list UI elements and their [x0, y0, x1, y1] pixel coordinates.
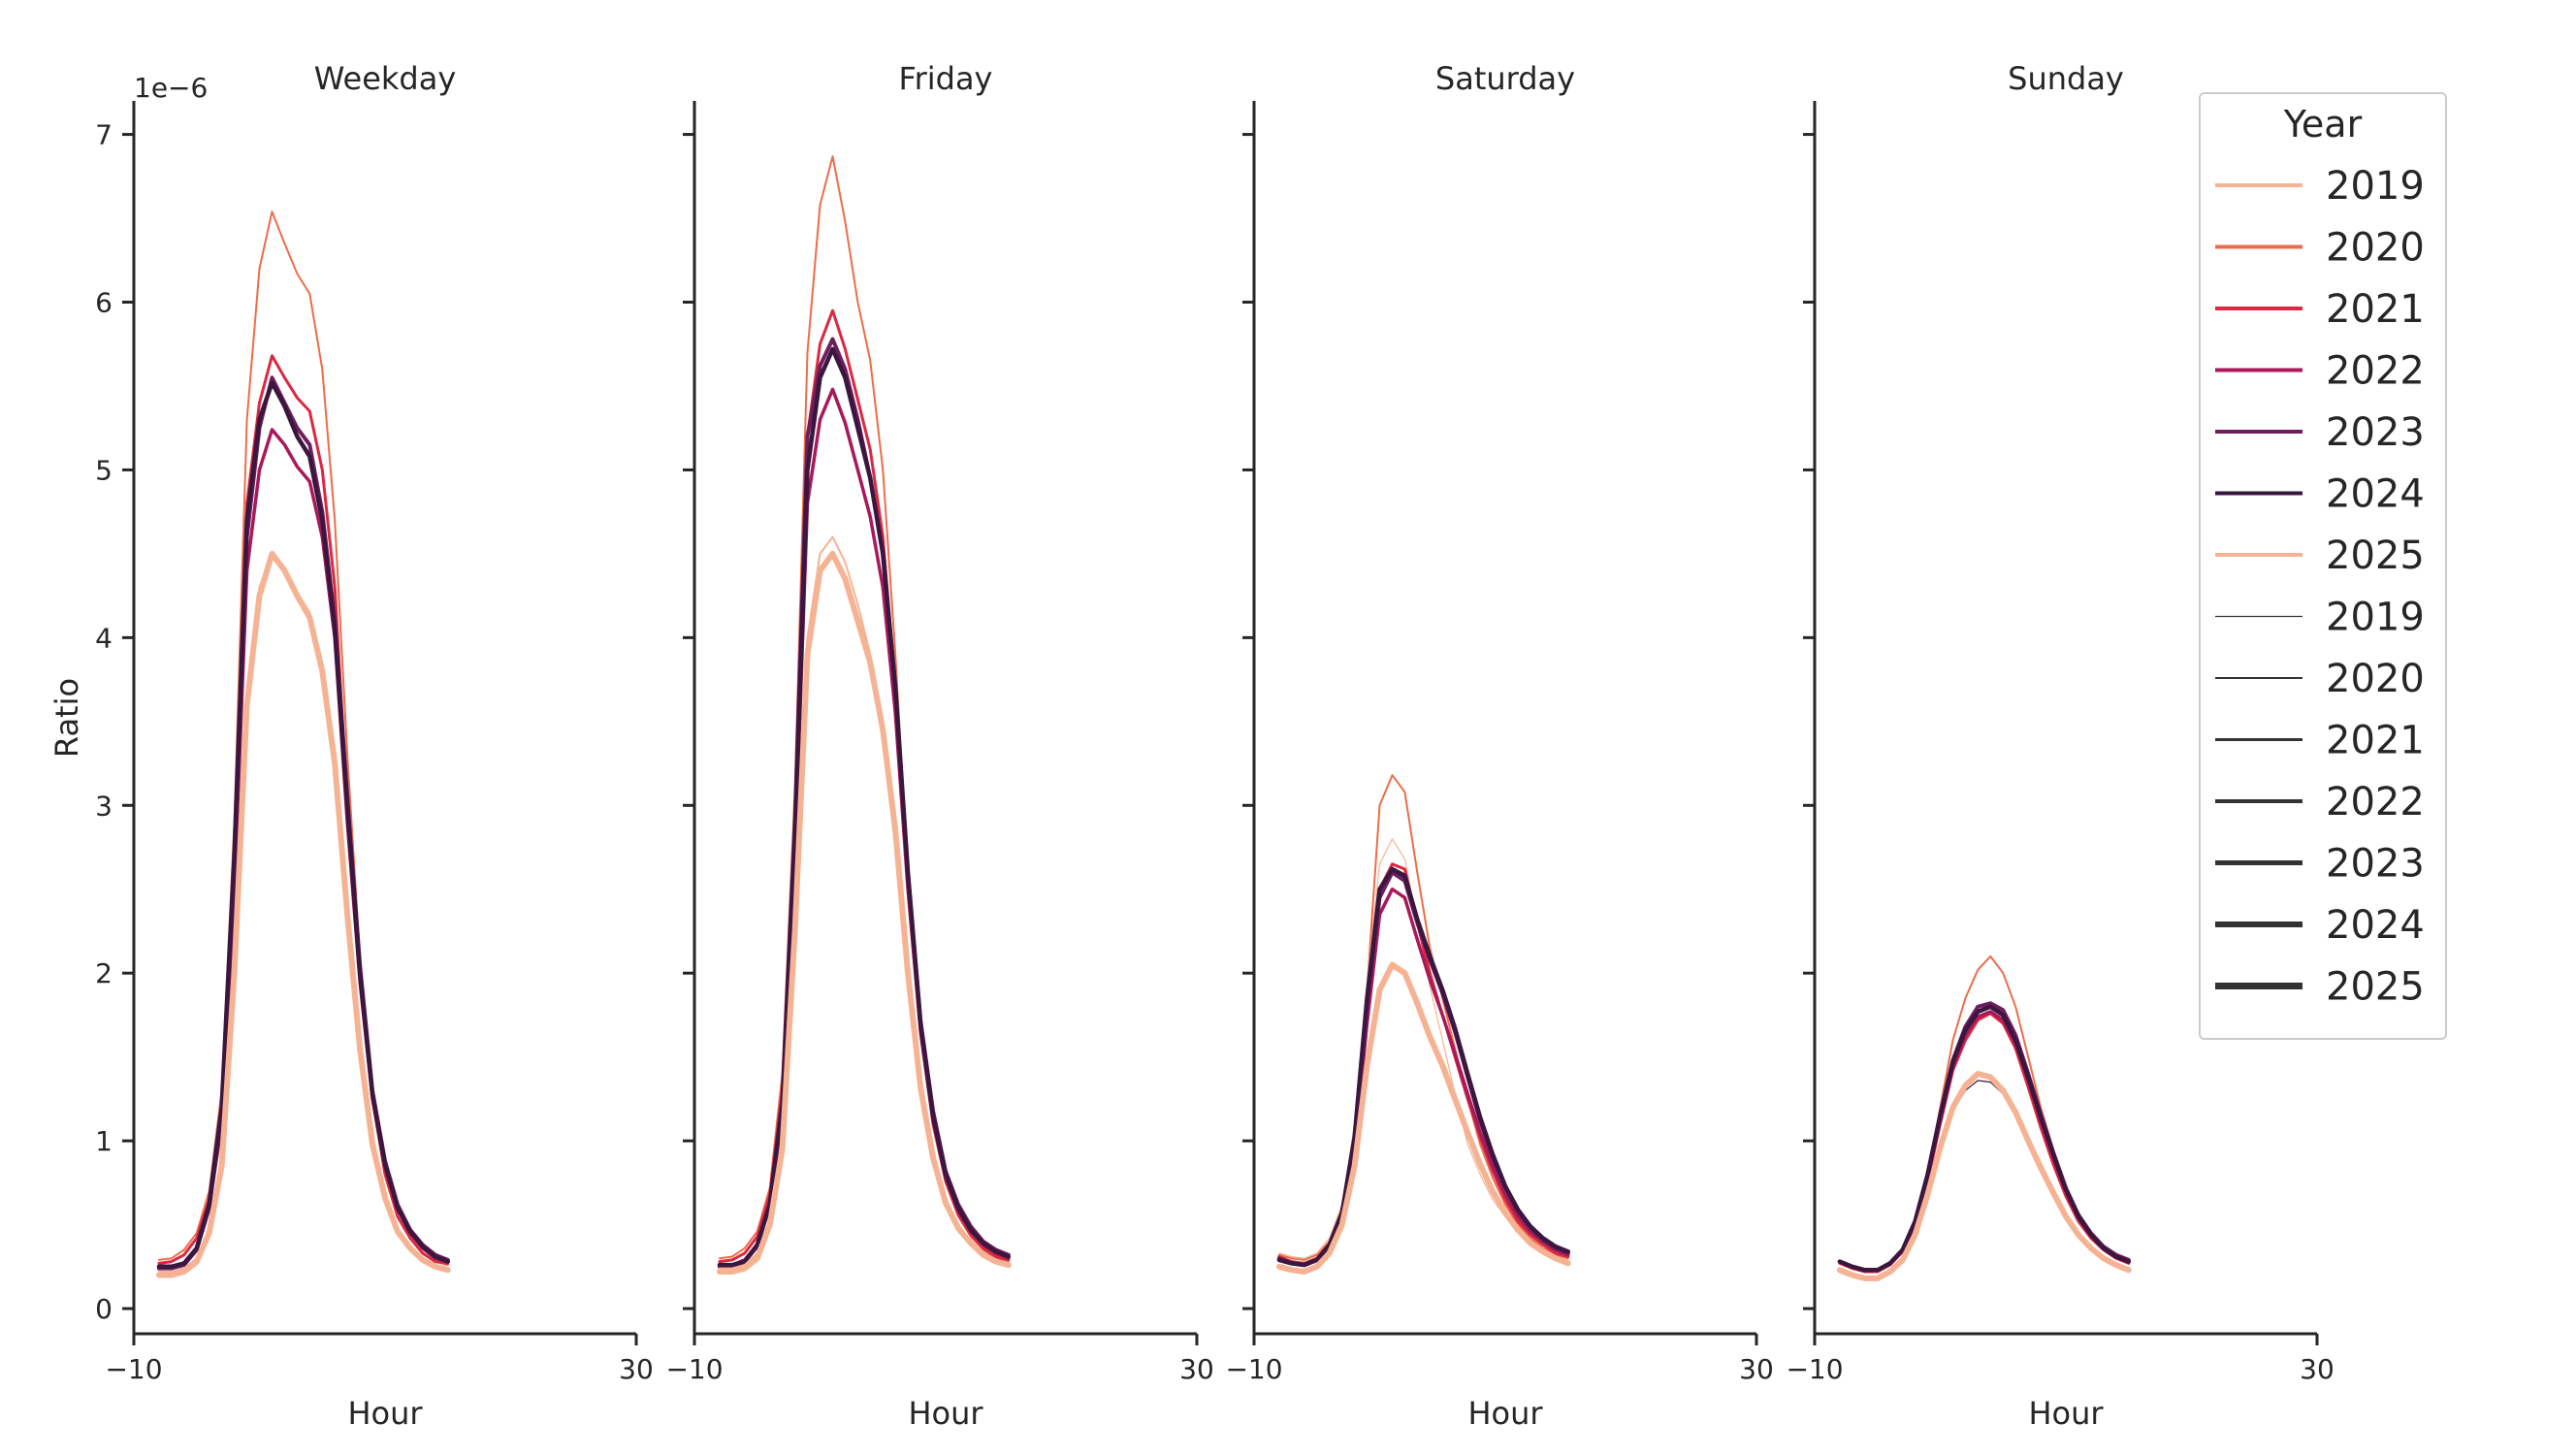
legend: Year 2019 2020 2021 2022 2023 2024 2025 2019 2020… — [2199, 92, 2447, 1040]
x-tick-label: −10 — [1786, 1353, 1843, 1385]
series-line-2023 — [717, 337, 1011, 1269]
series-line-2024 — [1276, 866, 1571, 1268]
series-line-2025 — [716, 550, 1012, 1275]
series-line-2021 — [1838, 1012, 2131, 1274]
legend-label: 2020 — [2326, 657, 2425, 701]
panel-friday: Friday −10 30 Hour — [665, 60, 1213, 1432]
legend-label: 2025 — [2326, 965, 2425, 1010]
panel-title: Saturday — [1435, 60, 1575, 97]
series-line-2021 — [157, 354, 450, 1265]
x-tick-label: 30 — [1179, 1353, 1214, 1385]
panel-weekday: Weekday 0 1 2 3 4 5 6 7 −10 30 Hour — [95, 60, 654, 1432]
legend-label: 2019 — [2326, 164, 2425, 209]
y-tick-label: 4 — [95, 622, 113, 654]
x-axis-label: Hour — [2028, 1395, 2104, 1432]
panel-saturday: Saturday −10 30 Hour — [1225, 60, 1773, 1432]
x-tick-label: 30 — [619, 1353, 654, 1385]
series-line-2022 — [157, 428, 450, 1269]
x-tick-label: 30 — [1739, 1353, 1774, 1385]
series-line-2022 — [718, 387, 1011, 1267]
x-tick-label: −10 — [1225, 1353, 1282, 1385]
series-line-2019 — [1278, 838, 1569, 1261]
series-line-2021 — [1277, 862, 1570, 1265]
y-tick-label: 3 — [95, 790, 113, 822]
panel-sunday: Sunday −10 30 Hour — [1786, 60, 2334, 1432]
y-tick-label: 7 — [95, 119, 113, 151]
x-tick-label: −10 — [105, 1353, 162, 1385]
series-line-2024 — [717, 346, 1012, 1268]
legend-label: 2023 — [2326, 842, 2425, 887]
series-line-2021 — [718, 308, 1011, 1264]
series-line-2025 — [155, 550, 451, 1278]
panel-title: Friday — [899, 60, 993, 97]
x-tick-label: 30 — [2300, 1353, 2334, 1385]
legend-label: 2019 — [2326, 596, 2425, 640]
series-line-2019 — [1839, 1080, 2130, 1277]
x-tick-label: −10 — [665, 1353, 723, 1385]
x-axis-label: Hour — [347, 1395, 423, 1432]
series-line-2025 — [1836, 1071, 2132, 1281]
x-axis-label: Hour — [1467, 1395, 1543, 1432]
legend-label: 2021 — [2326, 287, 2425, 332]
legend-label: 2024 — [2326, 903, 2425, 948]
legend-label: 2020 — [2326, 226, 2425, 271]
legend-label: 2022 — [2326, 780, 2425, 824]
series-line-2020 — [1277, 774, 1569, 1261]
y-tick-label: 5 — [95, 454, 113, 486]
y-tick-label: 6 — [95, 287, 113, 319]
series-line-2020 — [157, 210, 449, 1267]
legend-label: 2022 — [2326, 349, 2425, 394]
y-axis-label: Ratio — [48, 678, 85, 758]
legend-label: 2021 — [2326, 719, 2425, 763]
y-axis-scale-label: 1e−6 — [134, 72, 208, 104]
panel-title: Sunday — [2008, 60, 2124, 97]
legend-title: Year — [2283, 103, 2363, 146]
series-line-2024 — [1837, 1004, 2132, 1273]
legend-label: 2023 — [2326, 410, 2425, 455]
panel-title: Weekday — [314, 60, 457, 97]
y-tick-label: 0 — [95, 1293, 113, 1325]
series-line-2023 — [156, 375, 450, 1271]
series-line-2020 — [718, 155, 1010, 1263]
series-line-2019 — [157, 552, 449, 1273]
y-tick-label: 2 — [95, 957, 113, 989]
legend-label: 2025 — [2326, 534, 2425, 578]
series-line-2024 — [156, 380, 451, 1270]
series-line-2025 — [1275, 961, 1571, 1275]
x-axis-label: Hour — [908, 1395, 983, 1432]
y-tick-label: 1 — [95, 1125, 113, 1157]
legend-label: 2024 — [2326, 472, 2425, 517]
